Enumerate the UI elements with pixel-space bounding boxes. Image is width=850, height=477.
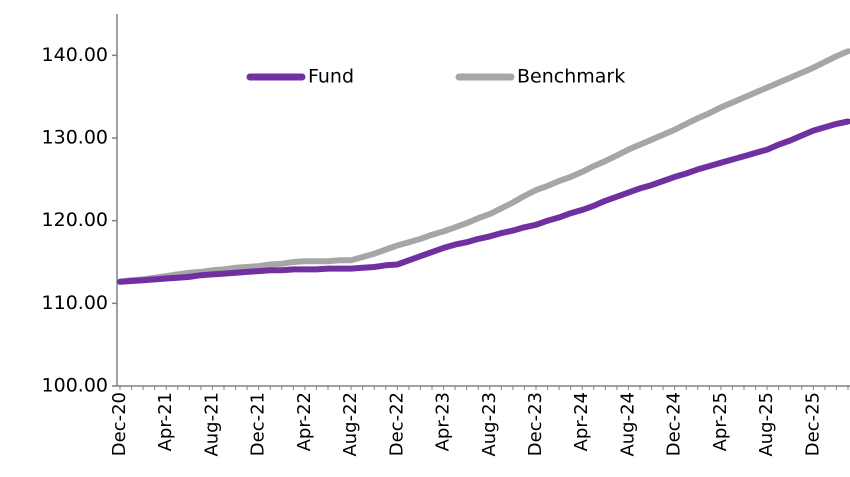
y-tick-label: 110.00 [42,292,108,314]
line-series [117,48,850,285]
x-tick-label: Dec-22 [386,392,407,456]
x-tick-label: Apr-23 [433,392,454,451]
x-tick-label: Apr-21 [155,392,176,451]
x-tick-label: Aug-22 [340,392,361,457]
line-series [117,118,850,285]
y-tick-label: 130.00 [42,127,108,149]
x-tick-label: Aug-21 [201,392,222,457]
x-tick-label: Dec-21 [248,392,269,456]
x-tick-label: Dec-20 [109,392,130,456]
y-tick-label: 120.00 [42,209,108,231]
x-tick-label: Dec-23 [525,392,546,456]
x-tick-label: Dec-25 [802,392,823,456]
legend-label: Fund [308,66,354,88]
x-tick-label: Apr-25 [710,392,731,451]
x-tick-label: Apr-24 [571,392,592,451]
legend-label: Benchmark [517,66,625,88]
x-tick-label: Aug-23 [479,392,500,457]
y-tick-label: 140.00 [42,44,108,66]
x-tick-label: Aug-25 [756,392,777,457]
y-tick-label: 100.00 [42,375,108,397]
x-tick-label: Dec-24 [664,392,685,456]
x-tick-label: Aug-24 [617,392,638,457]
x-tick-label: Apr-22 [294,392,315,451]
